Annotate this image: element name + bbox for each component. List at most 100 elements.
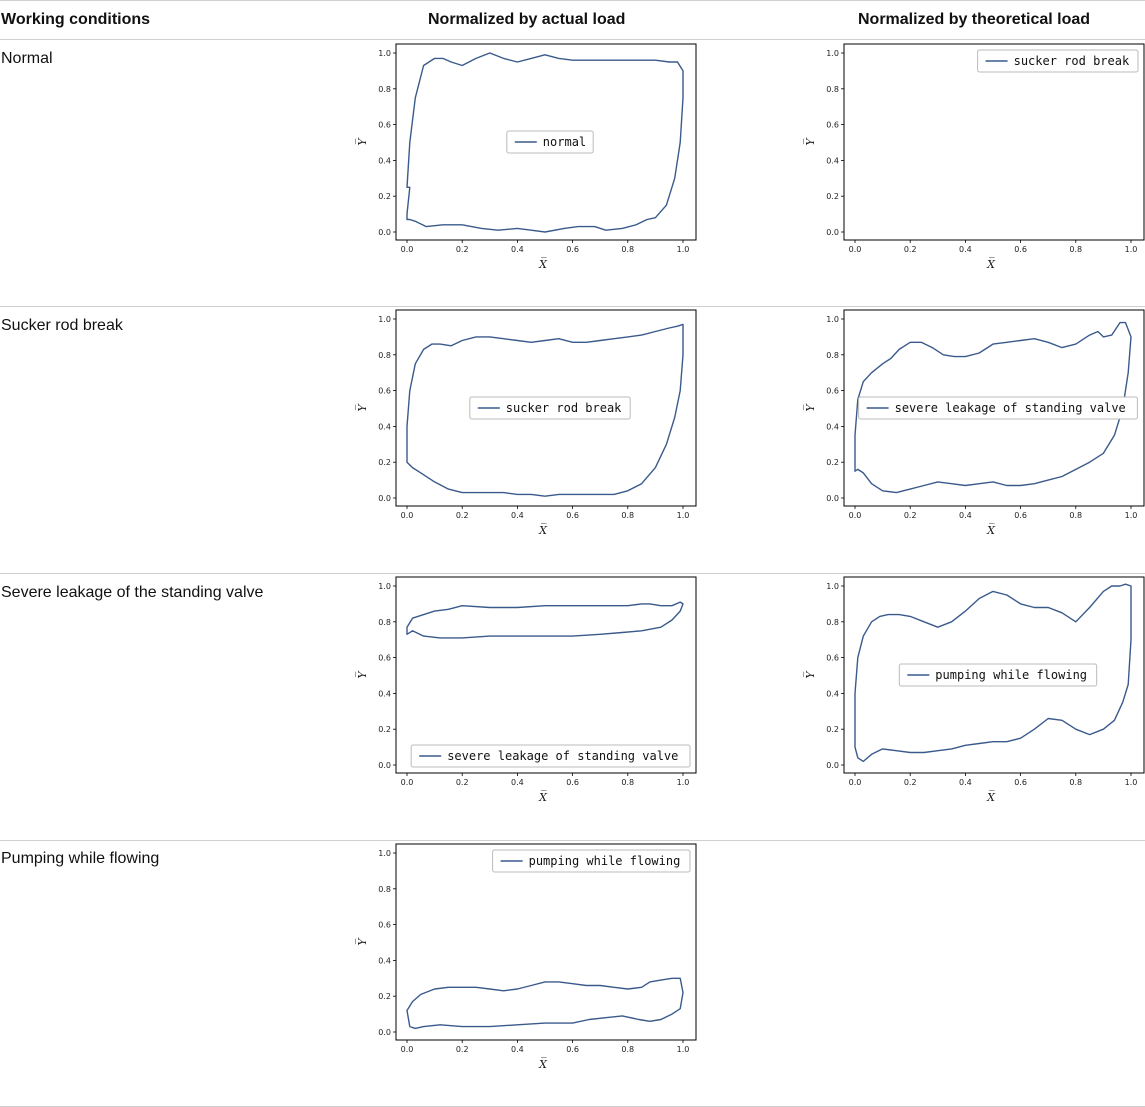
x-tick-label: 0.4: [511, 245, 524, 254]
legend-label: pumping while flowing: [529, 854, 681, 868]
x-tick-label: 0.4: [511, 1045, 524, 1054]
x-tick-label: 0.8: [621, 778, 634, 787]
y-tick-label: 0.0: [826, 761, 839, 770]
y-tick-label: 0.8: [378, 351, 391, 360]
table-row: Sucker rod break: [0, 307, 1145, 574]
y-tick-label: 0.6: [378, 387, 391, 396]
y-tick-label: 1.0: [826, 315, 839, 324]
legend-box: [858, 396, 1138, 420]
plot-frame: [843, 43, 1145, 241]
x-tick-label: 0.0: [849, 511, 862, 520]
legend-label: severe leakage of standing valve: [895, 401, 1126, 415]
table-header: Working conditions Normalized by actual …: [0, 0, 1145, 40]
y-tick-label: 1.0: [378, 315, 391, 324]
legend: severe leakage of standing valve: [410, 744, 691, 768]
x-tick-label: 0.6: [566, 1045, 579, 1054]
y-tick-label: 0.2: [826, 725, 839, 734]
x-tick-label: 0.0: [849, 245, 862, 254]
y-tick-label: 0.4: [378, 956, 391, 965]
header-normalized-actual: Normalized by actual load: [428, 11, 626, 28]
chart-normal-theoretical: 0.0 0.0 0.2 0.2 0.4 0.4 0.6 0.6 0.8 0.8 1.0 1.0 X̅ Y̅…: [803, 43, 1145, 271]
x-axis-label: X̅: [538, 257, 548, 271]
y-axis-label: Y̅: [803, 403, 817, 412]
x-tick-label: 0.0: [401, 511, 414, 520]
y-tick-label: 0.8: [826, 85, 839, 94]
series-line: [406, 323, 684, 497]
x-tick-label: 0.2: [904, 511, 917, 520]
x-tick-label: 1.0: [677, 778, 690, 787]
legend-box: [410, 744, 691, 768]
x-tick-label: 1.0: [1125, 778, 1138, 787]
chart-leakage-actual: 0.0 0.0 0.2 0.2 0.4 0.4 0.6 0.6 0.8 0.8 1.0 1.0 X̅ Y̅…: [355, 576, 697, 804]
legend-box: [898, 663, 1098, 687]
x-tick-label: 0.0: [401, 778, 414, 787]
chart-pumping-theoretical: [798, 844, 1145, 1076]
x-tick-label: 0.6: [566, 778, 579, 787]
y-tick-label: 0.8: [378, 885, 391, 894]
y-tick-label: 0.4: [378, 422, 391, 431]
plot-frame: [395, 309, 697, 507]
y-tick-label: 0.2: [378, 992, 391, 1001]
x-axis-label: X̅: [538, 790, 548, 804]
x-tick-label: 0.8: [1069, 245, 1082, 254]
y-axis-label: Y̅: [355, 403, 369, 412]
plot-frame: [395, 576, 697, 774]
x-tick-label: 1.0: [1125, 511, 1138, 520]
x-tick-label: 0.4: [959, 511, 972, 520]
y-tick-label: 1.0: [378, 582, 391, 591]
series-line: [406, 977, 684, 1030]
legend-label: sucker rod break: [506, 401, 622, 415]
x-axis-label: X̅: [538, 1057, 548, 1071]
legend-box: [469, 396, 631, 420]
x-tick-label: 0.2: [456, 245, 469, 254]
chart-leakage-theoretical: 0.0 0.0 0.2 0.2 0.4 0.4 0.6 0.6 0.8 0.8 1.0 1.0 X̅ Y̅…: [803, 576, 1145, 804]
y-tick-label: 0.6: [826, 121, 839, 130]
x-tick-label: 0.4: [511, 778, 524, 787]
x-tick-label: 0.6: [1014, 511, 1027, 520]
y-tick-label: 0.8: [826, 351, 839, 360]
x-axis-label: X̅: [986, 790, 996, 804]
header-working-conditions: Working conditions: [1, 11, 151, 28]
legend: severe leakage of standing valve: [858, 396, 1138, 420]
x-tick-label: 0.8: [621, 1045, 634, 1054]
x-axis-label: X̅: [986, 257, 996, 271]
y-tick-label: 0.4: [378, 689, 391, 698]
legend-label: severe leakage of standing valve: [447, 749, 678, 763]
y-tick-label: 0.6: [826, 654, 839, 663]
x-tick-label: 1.0: [1125, 245, 1138, 254]
y-axis-label: Y̅: [355, 937, 369, 946]
legend-label: sucker rod break: [1014, 54, 1130, 68]
y-axis-label: Y̅: [803, 137, 817, 146]
x-tick-label: 0.8: [1069, 511, 1082, 520]
y-tick-label: 0.0: [378, 761, 391, 770]
legend: sucker rod break: [469, 396, 631, 420]
y-axis-label: Y̅: [355, 670, 369, 679]
x-tick-label: 0.6: [1014, 778, 1027, 787]
series-line: [854, 583, 1132, 763]
y-tick-label: 0.2: [378, 458, 391, 467]
x-tick-label: 0.2: [456, 778, 469, 787]
legend-box: [492, 849, 691, 873]
x-tick-label: 0.6: [566, 511, 579, 520]
x-axis-label: X̅: [538, 523, 548, 537]
y-axis-label: Y̅: [355, 137, 369, 146]
x-tick-label: 0.8: [1069, 778, 1082, 787]
header-normalized-theoretical: Normalized by theoretical load: [858, 11, 1091, 28]
y-tick-label: 0.8: [826, 618, 839, 627]
y-tick-label: 0.2: [826, 192, 839, 201]
chart-sucker-rod-break-actual: 0.0 0.0 0.2 0.2 0.4 0.4 0.6 0.6 0.8 0.8 1.0 1.0 X̅ Y̅…: [355, 309, 697, 537]
plot-frame: [843, 576, 1145, 774]
y-tick-label: 0.0: [826, 228, 839, 237]
x-tick-label: 0.8: [621, 511, 634, 520]
y-tick-label: 0.4: [826, 422, 839, 431]
series-line: [854, 321, 1132, 494]
x-tick-label: 0.2: [456, 1045, 469, 1054]
legend-label: pumping while flowing: [935, 668, 1087, 682]
y-tick-label: 0.0: [378, 494, 391, 503]
y-tick-label: 1.0: [826, 582, 839, 591]
row-label-standing-valve-leak: Severe leakage of the standing valve: [1, 584, 264, 601]
y-tick-label: 0.8: [378, 85, 391, 94]
x-tick-label: 1.0: [677, 511, 690, 520]
legend: normal: [506, 130, 594, 154]
row-label-sucker-rod-break: Sucker rod break: [1, 317, 123, 334]
